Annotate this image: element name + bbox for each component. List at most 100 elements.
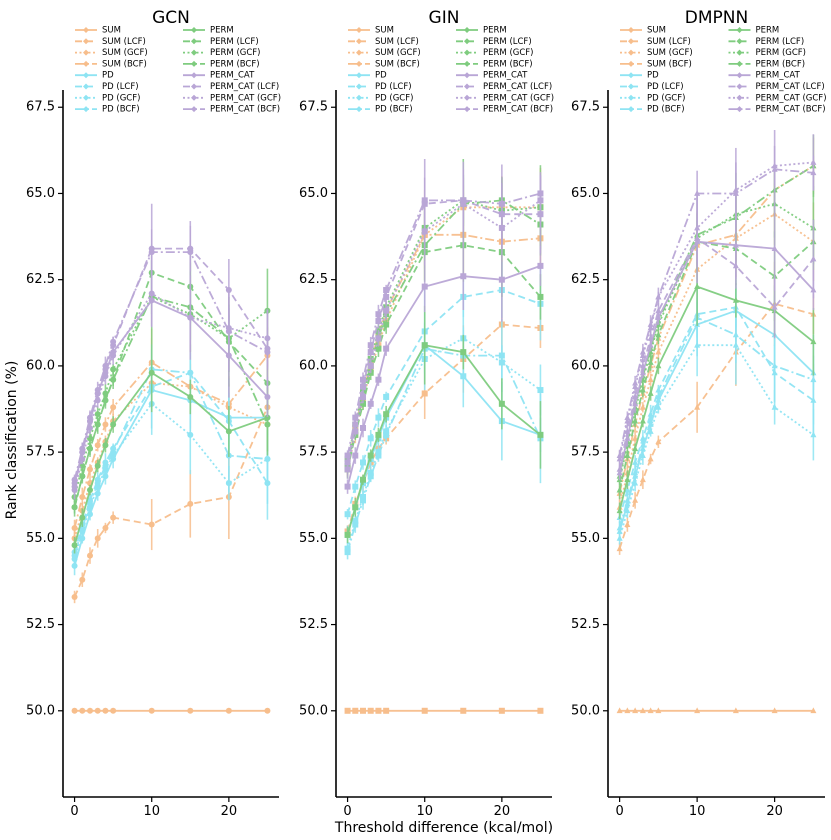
legend-marker [83, 38, 89, 45]
series-line [73, 247, 269, 487]
legend-label: PD (LCF) [647, 82, 684, 92]
data-point [71, 487, 78, 494]
legend-entry-perm-bcf: PERM (BCF) [456, 59, 533, 69]
data-point [771, 362, 778, 369]
legend-entry-perm-cat-gcf: PERM_CAT (GCF) [183, 93, 281, 103]
data-point [110, 404, 117, 411]
y-tick-label: 62.5 [299, 272, 328, 287]
legend-label: PERM (GCF) [483, 48, 533, 58]
legend-marker [464, 106, 470, 113]
data-point [187, 393, 194, 400]
series-line [73, 388, 268, 567]
data-point [71, 562, 78, 569]
panel-dmpnn: DMPNN 50.0 52.5 55.0 57.5 60.0 62.5 65.0 67.5 0 10… [571, 8, 826, 819]
legend-entry-perm-cat-gcf: PERM_CAT (GCF) [728, 93, 827, 103]
panel-title: DMPNN [685, 8, 748, 28]
data-point [367, 707, 374, 714]
legend-label: PERM_CAT (BCF) [210, 105, 280, 115]
series-line [618, 168, 814, 456]
data-point [655, 307, 662, 314]
data-point [225, 707, 232, 714]
legend-label: PERM (GCF) [756, 48, 806, 58]
data-point [810, 255, 817, 262]
legend-marker [191, 83, 197, 90]
legend-entry-pd-bcf: PD (BCF) [620, 105, 685, 115]
legend-marker [191, 38, 197, 45]
data-point [810, 338, 817, 345]
x-tick-label: 0 [70, 804, 78, 819]
legend-entry-pd-bcf: PD (BCF) [75, 105, 140, 115]
data-point [655, 293, 662, 300]
series-pd [344, 322, 544, 545]
legend-label: PERM (GCF) [210, 48, 260, 58]
legend-marker [83, 49, 89, 56]
series-line [73, 368, 268, 556]
legend-marker [628, 49, 634, 56]
legend-entry-sum: SUM [620, 26, 666, 36]
data-point [110, 366, 117, 373]
legend-entry-pd-lcf: PD (LCF) [75, 82, 139, 92]
legend-label: PERM_CAT [210, 71, 255, 81]
legend-marker [191, 106, 197, 113]
series-line [618, 240, 814, 491]
data-point [421, 283, 428, 290]
data-point [71, 593, 78, 600]
legend-marker [736, 49, 743, 56]
data-point [367, 400, 374, 407]
data-point [632, 417, 639, 424]
data-point [771, 707, 778, 714]
data-point [264, 349, 271, 356]
data-point [647, 359, 654, 365]
legend-label: PD [647, 71, 659, 81]
data-point [344, 549, 351, 556]
series-sum-lcf [71, 387, 271, 604]
legend-label: PERM_CAT (BCF) [756, 105, 826, 115]
legend-entry-perm-bcf: PERM (BCF) [183, 59, 260, 69]
data-point [632, 379, 639, 386]
data-point [498, 400, 505, 407]
legend-entry-pd: PD [75, 71, 114, 81]
series-perm-bcf [71, 260, 271, 514]
y-tick-label: 50.0 [571, 703, 600, 718]
data-point [375, 311, 382, 318]
x-tick-label: 10 [689, 804, 706, 819]
data-point [71, 552, 78, 559]
data-point [639, 441, 646, 448]
legend-marker [736, 106, 743, 113]
data-point [71, 707, 78, 714]
data-point [732, 262, 739, 269]
data-point [616, 545, 623, 552]
data-point [110, 376, 117, 383]
legend-entry-perm-lcf: PERM (LCF) [728, 37, 804, 47]
legend-entry-sum-lcf: SUM (LCF) [75, 37, 146, 47]
series-sum [616, 707, 817, 714]
legend-marker [628, 83, 634, 90]
data-point [344, 452, 351, 459]
series-line [73, 371, 269, 553]
data-point [694, 283, 701, 289]
data-point [732, 707, 739, 714]
data-point [655, 348, 662, 355]
data-point [102, 397, 109, 404]
data-point [110, 352, 117, 359]
data-point [383, 293, 390, 300]
legend-marker [356, 27, 362, 33]
data-point [187, 431, 194, 438]
series-perm-cat-bcf [71, 221, 271, 485]
data-point [632, 393, 639, 400]
data-point [225, 428, 232, 435]
legend-entry-sum-bcf: SUM (BCF) [75, 59, 147, 69]
x-tick-label: 10 [143, 804, 160, 819]
data-point [375, 345, 382, 352]
data-point [79, 493, 86, 500]
data-point [94, 397, 101, 404]
legend-marker [736, 38, 743, 45]
legend-entry-perm-cat-lcf: PERM_CAT (LCF) [183, 82, 279, 92]
data-point [632, 434, 639, 441]
data-point [79, 576, 86, 583]
legend-entry-perm-lcf: PERM (LCF) [456, 37, 532, 47]
data-point [367, 342, 374, 349]
data-point [647, 455, 654, 462]
legend-label: PERM (BCF) [756, 59, 806, 69]
